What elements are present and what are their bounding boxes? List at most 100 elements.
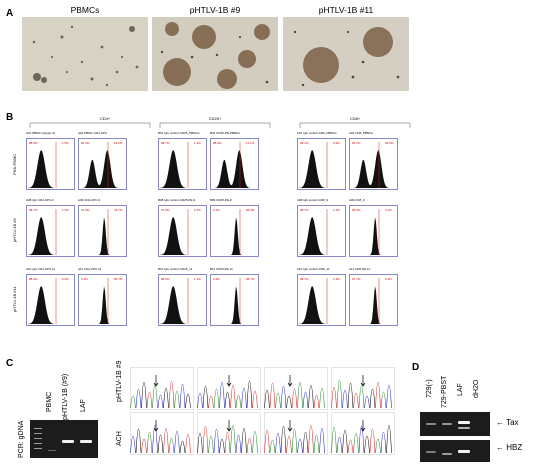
histogram-trace [299, 150, 343, 188]
group-label-cd25: CD25+ [208, 116, 222, 121]
flow-histogram: B11 CD25-PE-11 3.3% 96.7% [210, 268, 259, 331]
histogram-plot [210, 274, 259, 326]
histogram-title: A02 CD8_PBMCs [349, 131, 374, 135]
flow-histogram: A02 PBMC-CD4-APC 81.4% 18.6% [78, 132, 127, 195]
flow-histogram: A11 CD8-PE-11 97.7% 2.3% [349, 268, 398, 331]
band-hbz-laf [458, 450, 470, 453]
pcr-gdna-label: PCR: gDNA [18, 420, 25, 458]
band-tax-laf [458, 421, 470, 424]
histogram-plot [158, 138, 207, 190]
histogram-plot [26, 138, 75, 190]
arrow-down-icon [153, 420, 159, 432]
row-label-htlv9: pHTLV-1B #9 [12, 218, 17, 242]
group-label-cd8: CD8+ [349, 116, 361, 121]
percent-left: 98.5% [29, 141, 38, 145]
histogram-trace [28, 150, 72, 188]
percent-left: 98.0% [29, 277, 38, 281]
percent-left: 88.9% [213, 141, 222, 145]
percent-right: 0.9% [333, 141, 340, 145]
histogram-trace [351, 286, 395, 324]
micro-label-htlv9: pHTLV-1B #9 [189, 5, 241, 15]
histogram-plot [210, 205, 259, 257]
group-label-cd4: CD4+ [99, 116, 111, 121]
chromatogram [264, 367, 328, 410]
histogram-trace [80, 217, 124, 255]
percent-right: 1.3% [194, 141, 201, 145]
percent-left: 97.7% [352, 277, 361, 281]
histogram-title: A10 IgG CD4-APC-11 [26, 267, 56, 271]
percent-right: 3.1% [385, 208, 392, 212]
chromatogram [331, 367, 395, 410]
histogram-title: A10 IgG control-CD8_11 [297, 267, 330, 271]
flow-histogram: A01 IgG control-CD8_PBMCs 99.1% 0.9% [297, 132, 346, 195]
group-brackets [29, 122, 411, 128]
histogram-title: B11 CD25-PE-11 [210, 267, 233, 271]
percent-right: 18.6% [114, 141, 123, 145]
histogram-plot [349, 138, 398, 190]
percent-right: 1.3% [62, 208, 69, 212]
histogram-title: A08 IgG CD4-APC-9 [26, 198, 54, 202]
micrograph-pbmcs [22, 17, 148, 91]
histogram-title: B01 IgG control-CD25_PBMCs [158, 131, 200, 135]
percent-right: 96.7% [246, 277, 255, 281]
flow-histogram: B09 CD25-PE-9 3.1% 96.9% [210, 199, 259, 262]
chromatogram [130, 412, 194, 455]
histogram-title: B08 IgG control-CD25-PE-9 [158, 198, 196, 202]
flow-histogram: B08 IgG control-CD25-PE-9 97.9% 2.1% [158, 199, 207, 262]
hbz-label: ← HBZ [496, 443, 523, 452]
flow-histogram: A11 CD4-APC-11 9.3% 90.7% [78, 268, 127, 331]
histogram-trace [351, 150, 395, 188]
histogram-plot [158, 274, 207, 326]
micrograph-htlv9 [152, 17, 278, 91]
histogram-trace [299, 286, 343, 324]
percent-right: 1.3% [333, 277, 340, 281]
arrow-down-icon [226, 420, 232, 432]
percent-left: 21.3% [81, 208, 90, 212]
histogram-trace [299, 217, 343, 255]
chromatogram-trace [264, 367, 328, 410]
chromatogram-trace [331, 367, 395, 410]
percent-right: 11.1% [246, 141, 255, 145]
histogram-trace [160, 286, 204, 324]
flow-histogram: A09 CD4-APC-9 21.3% 78.7% [78, 199, 127, 262]
chromatogram [264, 412, 328, 455]
histogram-trace [160, 150, 204, 188]
histogram-trace [160, 217, 204, 255]
tax-label: ← Tax [496, 418, 519, 427]
percent-left: 98.7% [161, 141, 170, 145]
micrograph-htlv11 [283, 17, 409, 91]
chromatogram [197, 367, 261, 410]
chromatogram [130, 367, 194, 410]
percent-right: 1.3% [333, 208, 340, 212]
band-laf [80, 440, 92, 443]
histogram-title: A11 CD4-APC-11 [78, 267, 102, 271]
row-label-htlv11: pHTLV-1B #11 [12, 286, 17, 312]
histogram-plot [210, 138, 259, 190]
histogram-title: A11 CD8-PE-11 [349, 267, 371, 271]
chromatogram-trace [130, 367, 194, 410]
histogram-plot [297, 205, 346, 257]
histogram-plot [78, 138, 127, 190]
percent-right: 78.7% [114, 208, 123, 212]
panel-a-letter: A [6, 8, 14, 19]
histogram-plot [349, 274, 398, 326]
histogram-plot [26, 274, 75, 326]
histogram-plot [78, 205, 127, 257]
percent-left: 3.3% [213, 277, 220, 281]
chromatogram-trace [197, 367, 261, 410]
histogram-title: A02 PBMC-CD4-APC [78, 131, 108, 135]
lane-label-laf: LAF [80, 399, 87, 412]
histogram-plot [26, 205, 75, 257]
chromatogram [331, 412, 395, 455]
histogram-plot [297, 138, 346, 190]
chrom-row-label-ach: ACH [116, 431, 123, 446]
percent-left: 65.1% [352, 141, 361, 145]
lane-label-729neg: 729(-) [426, 379, 433, 398]
percent-right: 2.0% [62, 277, 69, 281]
lane-label-pbmc: PBMC [46, 391, 53, 412]
percent-left: 98.7% [29, 208, 38, 212]
histogram-title: A08 IgG control-CD8_9 [297, 198, 329, 202]
histogram-plot [158, 205, 207, 257]
histogram-title: A09 CD4-APC-9 [78, 198, 101, 202]
histogram-title: B02 CD25-PE-PBMCs [210, 131, 241, 135]
